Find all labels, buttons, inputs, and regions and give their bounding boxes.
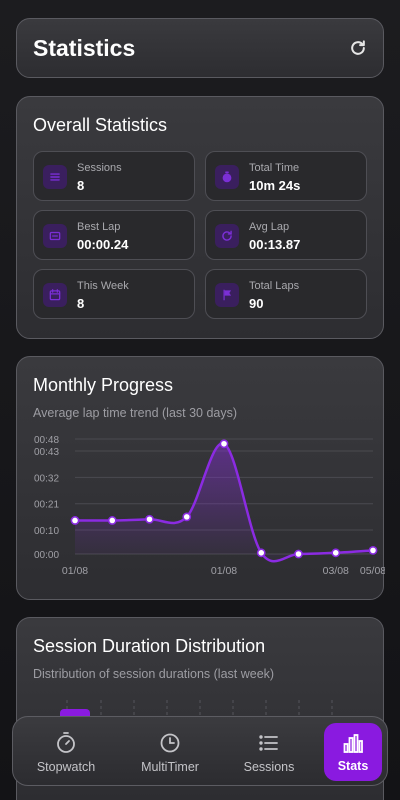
- stat-value: 00:00.24: [77, 237, 129, 252]
- session-distribution-subtitle: Distribution of session durations (last …: [33, 667, 275, 681]
- area-fill: [75, 443, 373, 562]
- stat-label: This Week: [77, 280, 129, 292]
- data-point: [256, 548, 266, 558]
- stat-value: 90: [249, 296, 264, 311]
- nav-label: Stopwatch: [36, 759, 96, 774]
- session-distribution-title: Session Duration Distribution: [33, 636, 266, 656]
- timer-icon: [215, 165, 239, 189]
- bar-chart-icon: [343, 733, 363, 753]
- y-tick-label: 00:43: [34, 447, 59, 458]
- clock-icon: [160, 733, 180, 752]
- refresh-icon: [351, 40, 365, 55]
- x-tick-label: 05/08: [360, 565, 385, 577]
- data-point: [182, 512, 192, 522]
- trophy-icon: [43, 224, 67, 248]
- stat-tile-best-lap: Best Lap 00:00.24: [33, 210, 195, 260]
- calendar-icon: [43, 283, 67, 307]
- stat-value: 10m 24s: [249, 178, 301, 193]
- page-title: Statistics: [33, 35, 136, 61]
- flag-icon: [215, 283, 239, 307]
- refresh-button[interactable]: [345, 35, 371, 61]
- overall-statistics-title: Overall Statistics: [33, 115, 168, 135]
- stat-tile-avg-lap: Avg Lap 00:13.87: [205, 210, 367, 260]
- y-tick-label: 00:48: [34, 435, 59, 446]
- stat-value: 8: [77, 296, 85, 311]
- data-point: [107, 516, 117, 525]
- overall-statistics-card: Overall Statistics Sessions 8 Total Time…: [16, 96, 384, 339]
- header-card: Statistics: [16, 18, 384, 78]
- stat-label: Total Laps: [249, 280, 300, 292]
- monthly-progress-subtitle: Average lap time trend (last 30 days): [33, 406, 238, 420]
- stat-tile-total-time: Total Time 10m 24s: [205, 151, 367, 201]
- list-icon: [43, 165, 67, 189]
- stat-tile-sessions: Sessions 8: [33, 151, 195, 201]
- nav-item-multitimer[interactable]: MultiTimer: [131, 717, 209, 787]
- stopwatch-icon: [57, 731, 75, 753]
- data-point: [219, 439, 229, 449]
- stat-label: Best Lap: [77, 221, 121, 233]
- nav-item-stopwatch[interactable]: Stopwatch: [27, 717, 105, 787]
- data-point: [331, 548, 341, 558]
- y-tick-label: 00:00: [34, 550, 59, 561]
- data-point: [294, 549, 303, 559]
- nav-item-sessions[interactable]: Sessions: [235, 717, 303, 787]
- stat-value: 8: [77, 178, 85, 193]
- data-point: [368, 546, 378, 555]
- stat-label: Sessions: [77, 162, 122, 174]
- bottom-navigation: Stopwatch MultiTimer Sessions Stats: [12, 716, 388, 786]
- data-point: [70, 516, 80, 525]
- nav-label: MultiTimer: [141, 759, 199, 774]
- stat-value: 00:13.87: [249, 237, 301, 252]
- stat-label: Total Time: [249, 162, 300, 174]
- nav-label: Stats: [337, 758, 369, 773]
- x-tick-label: 03/08: [323, 565, 349, 577]
- list-icon: [259, 734, 278, 751]
- nav-item-stats[interactable]: Stats: [324, 723, 382, 781]
- stat-tile-total-laps: Total Laps 90: [205, 269, 367, 319]
- nav-label: Sessions: [243, 759, 295, 774]
- stat-label: Avg Lap: [249, 221, 290, 233]
- monthly-progress-title: Monthly Progress: [33, 375, 174, 395]
- monthly-progress-card: Monthly Progress Average lap time trend …: [16, 356, 385, 600]
- history-icon: [215, 224, 239, 248]
- y-tick-label: 00:32: [34, 473, 59, 484]
- y-tick-label: 00:10: [34, 526, 59, 537]
- y-tick-label: 00:21: [34, 500, 59, 511]
- data-point: [145, 514, 154, 524]
- x-tick-label: 01/08: [211, 565, 237, 577]
- x-tick-label: 01/08: [62, 565, 88, 577]
- stat-tile-this-week: This Week 8: [33, 269, 195, 319]
